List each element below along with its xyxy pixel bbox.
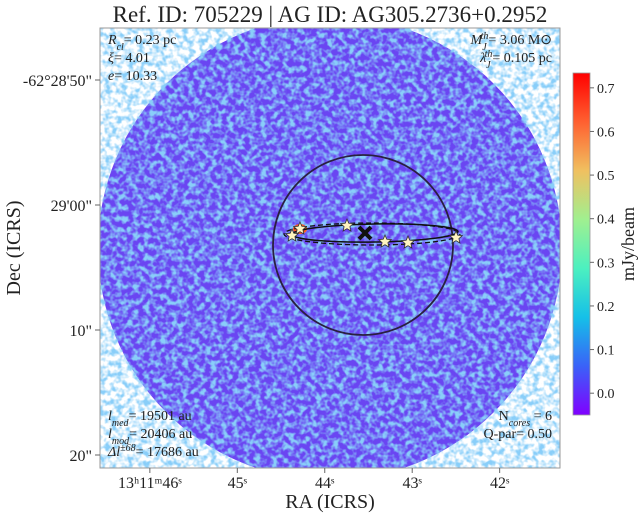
annotation-sup: ±68 <box>120 443 136 454</box>
y-tick-label: -62°28'50" <box>23 73 92 90</box>
annotation-symbol: R <box>107 33 117 48</box>
map <box>100 28 560 468</box>
annotation-text: N <box>499 409 509 424</box>
colorbar-tick-label: 0.5 <box>597 169 615 184</box>
core <box>400 234 416 249</box>
annotation-symbol: l <box>108 409 112 424</box>
x-tick-label: 42ˢ <box>490 475 510 492</box>
annotation: Rcl= 0.23 pc <box>107 33 176 53</box>
annotation-text: Q-par= 0.50 <box>483 427 552 442</box>
colorbar-tick-label: 0.7 <box>597 82 615 97</box>
annotation-text: = 4.01 <box>114 51 150 66</box>
colorbar-tick-label: 0.4 <box>597 213 615 228</box>
colorbar-tick-label: 0.3 <box>597 256 615 271</box>
colorbar <box>572 72 591 416</box>
annotation-text: = 19501 au <box>129 409 192 424</box>
annotation-sub: cl <box>117 42 124 53</box>
annotation: e= 10.33 <box>108 69 157 84</box>
colorbar-tick-label: 0.0 <box>597 387 615 402</box>
cores <box>284 217 464 249</box>
annotation: Δl±68= 17686 au <box>107 443 199 461</box>
ellipse-dashed <box>283 222 461 246</box>
colorbar-label: mJy/beam <box>618 207 638 281</box>
annotation-symbol: M <box>470 33 484 48</box>
annotation: Ncores = 6 <box>499 409 552 429</box>
core <box>284 227 300 242</box>
annotation: ξ= 4.01 <box>108 51 150 66</box>
x-tick-label: 44ˢ <box>315 475 335 492</box>
annotation-text: = 17686 au <box>136 445 199 460</box>
x-tick-label: 13ʰ11ᵐ46ˢ <box>118 475 182 492</box>
annotation: lmod= 20406 au <box>108 427 192 447</box>
annotation-text: = 10.33 <box>114 69 157 84</box>
core <box>292 220 308 235</box>
annotation-symbol: ξ <box>108 51 114 66</box>
annotation: Q-par= 0.50 <box>483 427 552 442</box>
annotation-text: = 6 <box>530 409 552 424</box>
cluster-circle <box>272 154 454 336</box>
core <box>448 229 464 244</box>
center-marker <box>357 225 373 241</box>
annotation-sub: J <box>482 42 487 53</box>
annotation-sub: cores <box>509 418 530 429</box>
y-tick-label: 29'00" <box>51 198 92 215</box>
annotation-symbol: λ <box>479 51 486 66</box>
y-axis-label: Dec (ICRS) <box>3 201 25 296</box>
y-tick-label: 20" <box>69 448 92 465</box>
annotation: λJth= 0.105 pc <box>479 49 552 71</box>
annotation-symbol: e <box>108 69 114 84</box>
annotation-sup: th <box>481 31 489 42</box>
annotation-text: = 20406 au <box>129 427 192 442</box>
y-tick-label: 10" <box>69 323 92 340</box>
x-tick-label: 43ˢ <box>403 475 423 492</box>
annotation-sub: med <box>112 418 130 429</box>
x-axis-label: RA (ICRS) <box>285 491 374 513</box>
core <box>377 233 393 248</box>
annotation: lmed= 19501 au <box>108 409 192 429</box>
annotation-text: = 0.105 pc <box>492 51 552 66</box>
frame <box>99 27 561 469</box>
chart-title: Ref. ID: 705229 | AG ID: AG305.2736+0.29… <box>113 2 548 27</box>
colorbar-tick-label: 0.1 <box>597 344 615 359</box>
annotation-symbol: Δl <box>107 445 120 460</box>
annotation-sup: th <box>485 49 493 60</box>
annotation-sub: mod <box>112 436 130 447</box>
annotation-symbol: l <box>108 427 112 442</box>
annotation-text: = 3.06 M⊙ <box>488 33 552 48</box>
x-tick-label: 45ˢ <box>228 475 248 492</box>
annotation-text: = 0.23 pc <box>124 33 177 48</box>
map-noise <box>100 28 560 468</box>
colorbar-tick-label: 0.2 <box>597 300 615 315</box>
colorbar-tick-label: 0.6 <box>597 125 615 140</box>
annotation: MJth= 3.06 M⊙ <box>470 31 552 53</box>
annotation-sub: J <box>486 60 491 71</box>
core <box>339 217 355 232</box>
